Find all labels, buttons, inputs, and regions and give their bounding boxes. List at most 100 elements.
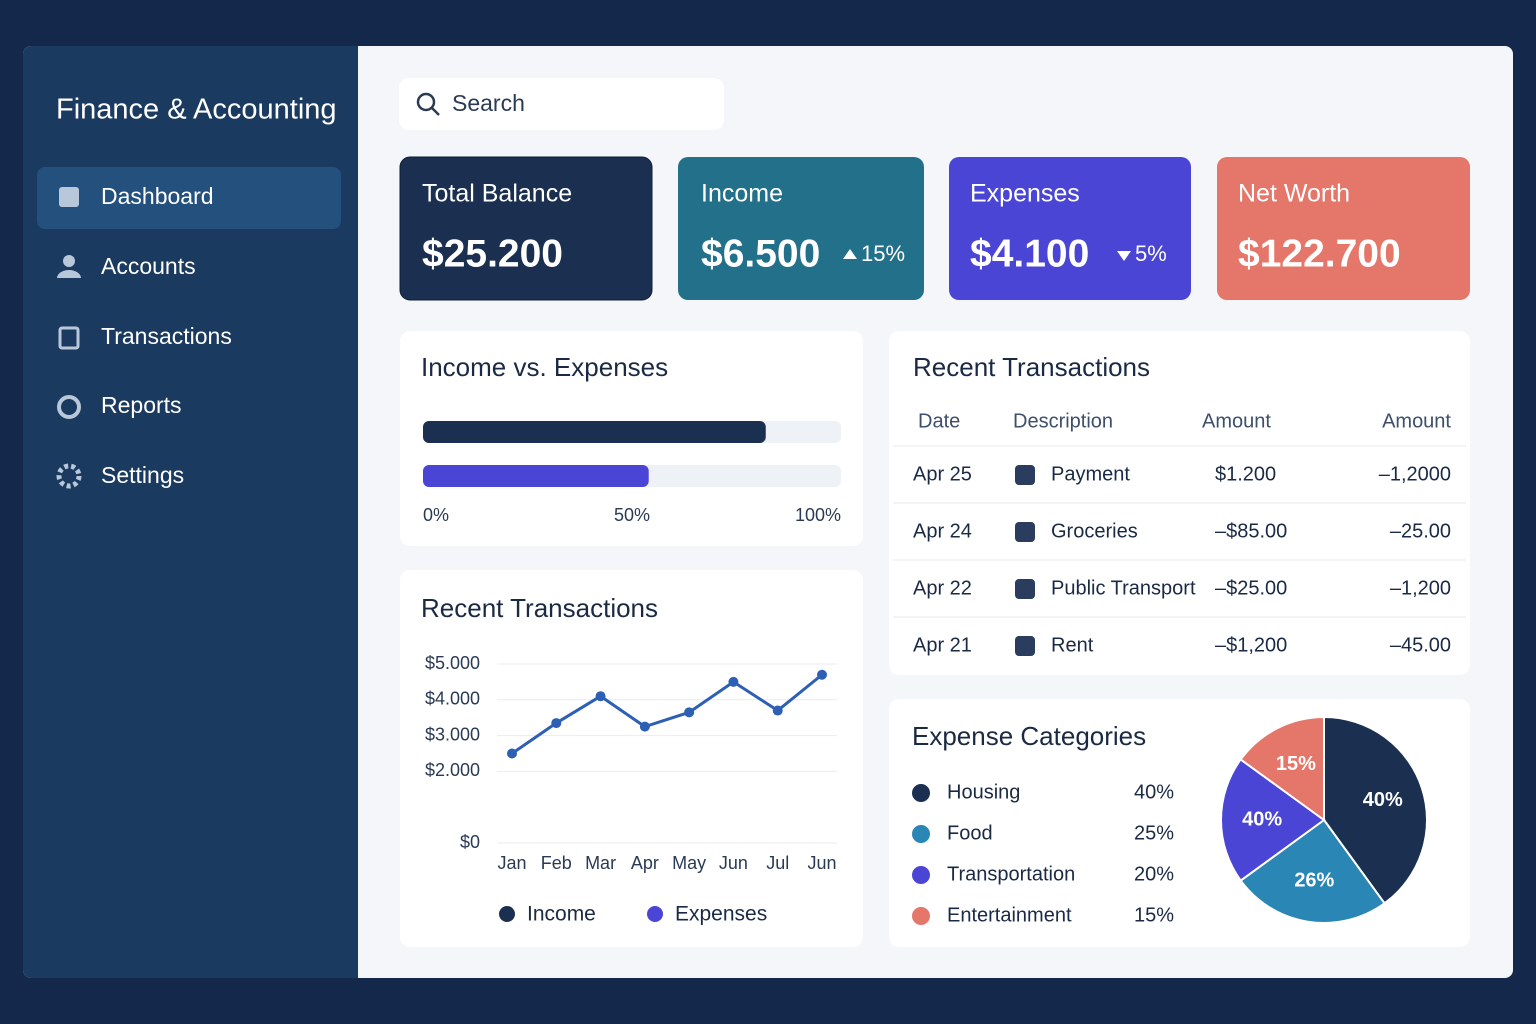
table-cell: Apr 21 [913,634,972,656]
pie-slice [1323,715,1428,905]
x-tick-label: Jan [497,853,526,873]
app-title: Finance & Accounting [56,94,337,126]
table-cell: Apr 22 [913,577,972,599]
nav-active[interactable] [37,167,341,229]
panel-title: Recent Transactions [421,593,658,623]
table-cell: –$1,200 [1215,634,1287,656]
legend-label: Expenses [675,903,767,926]
row-icon [1015,579,1035,599]
slice-label: 40% [1242,808,1282,830]
point [772,705,783,716]
x-tick-label: Jun [719,853,748,873]
x-tick-label: Apr [631,853,659,873]
pie-slice [1239,715,1325,822]
card-title: Expenses [970,180,1080,208]
slice-label: 26% [1294,869,1334,891]
x-tick-label: Feb [541,853,572,873]
panel-title: Expense Categories [912,721,1146,751]
slice-label: 15% [1276,753,1316,775]
y-tick-label: $5.000 [425,653,480,673]
legend-swatch [499,906,515,922]
pie-slice [1239,818,1386,924]
card-title: Total Balance [422,180,572,208]
legend-swatch [912,784,930,802]
nav-item[interactable]: Reports [101,392,182,418]
table-cell: Payment [1051,463,1130,485]
search-placeholder: Search [452,90,525,116]
card-total-balance [399,156,653,301]
table-cell: Rent [1051,634,1094,656]
x-tick-label: Mar [585,853,616,873]
x-tick-label: 100% [795,505,841,525]
nav-item[interactable]: Accounts [101,253,196,279]
y-tick-label: $2.000 [425,760,480,780]
point [728,676,739,687]
panel-title: Recent Transactions [913,352,1150,382]
table-cell: Apr 25 [913,463,972,485]
icon-dashboard [59,187,79,207]
legend-swatch [912,907,930,925]
panel-line [400,570,863,947]
slice-label: 40% [1363,789,1403,811]
card-net-worth [1217,157,1470,300]
bar [423,421,766,443]
arrow-up [843,249,857,259]
column-header: Amount [1382,410,1451,432]
card-title: Income [701,180,783,208]
x-tick-label: May [672,853,706,873]
point [684,707,695,718]
card-change: 5% [1135,241,1167,266]
panel-title: Income vs. Expenses [421,352,668,382]
bar [423,465,649,487]
y-tick-label: $3.000 [425,724,480,744]
table-cell: Public Transport [1051,577,1196,599]
icon-accounts-body [57,270,81,278]
legend-value: 25% [1134,822,1174,844]
row-icon [1015,465,1035,485]
icon-accounts [63,255,75,267]
sidebar [23,46,358,978]
legend-swatch [912,866,930,884]
card-title: Net Worth [1238,180,1350,208]
x-tick-label: 50% [614,505,650,525]
table-cell: –1,200 [1390,577,1451,599]
nav-item[interactable]: Transactions [101,323,232,349]
card-value: $122.700 [1238,232,1401,275]
card-value: $4.100 [970,232,1089,275]
search-box[interactable] [399,78,724,130]
nav-item[interactable]: Dashboard [101,183,214,209]
row-icon [1015,522,1035,542]
table-cell: –$85.00 [1215,520,1287,542]
point [639,721,650,732]
table-cell: Groceries [1051,520,1138,542]
table-cell: –25.00 [1390,520,1451,542]
x-tick-label: 0% [423,505,449,525]
table-cell: –45.00 [1390,634,1451,656]
x-tick-label: Jun [807,853,836,873]
point [817,669,827,680]
column-header: Amount [1202,410,1271,432]
card-expenses [949,157,1191,300]
point [595,691,606,702]
legend-label: Housing [947,781,1020,803]
row-icon [1015,636,1035,656]
card-value: $6.500 [701,232,820,275]
legend-swatch [647,906,663,922]
legend-swatch [912,825,930,843]
icon-reports [57,395,81,419]
legend-value: 20% [1134,863,1174,885]
arrow-down [1117,251,1131,261]
icon-transactions [58,326,80,350]
search-icon-handle [431,107,440,116]
card-change: 15% [861,241,905,266]
nav-item[interactable]: Settings [101,462,184,488]
x-tick-label: Jul [766,853,789,873]
point [507,748,517,759]
legend-label: Transportation [947,863,1075,885]
legend-value: 40% [1134,781,1174,803]
search-icon [416,92,436,112]
table-cell: Apr 24 [913,520,972,542]
column-header: Description [1013,410,1113,432]
